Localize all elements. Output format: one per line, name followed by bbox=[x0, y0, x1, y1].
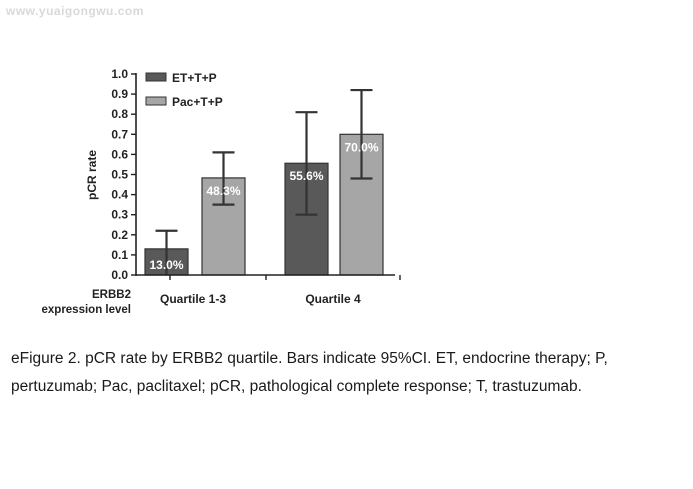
y-tick-label: 0.8 bbox=[111, 107, 128, 121]
y-tick-label: 0.4 bbox=[111, 188, 128, 202]
legend-label: Pac+T+P bbox=[172, 95, 223, 109]
x-category-label: Quartile 4 bbox=[305, 292, 361, 306]
y-tick-label: 0.9 bbox=[111, 87, 128, 101]
data-label: 13.0% bbox=[149, 258, 183, 272]
y-tick-label: 0.7 bbox=[111, 127, 128, 141]
legend-swatch bbox=[145, 96, 167, 106]
data-label: 48.3% bbox=[206, 184, 240, 198]
y-tick-label: 0.3 bbox=[111, 208, 128, 222]
y-tick-label: 0.1 bbox=[111, 248, 128, 262]
figure-caption: eFigure 2. pCR rate by ERBB2 quartile. B… bbox=[11, 350, 608, 395]
watermark-text: www.yuaigongwu.com bbox=[6, 4, 144, 18]
y-tick-label: 0.6 bbox=[111, 147, 128, 161]
x-category-label: Quartile 1-3 bbox=[160, 292, 226, 306]
data-label: 70.0% bbox=[344, 140, 378, 154]
legend-swatch bbox=[145, 72, 167, 82]
y-axis-label: pCR rate bbox=[85, 150, 99, 200]
bar-chart: 0.0 0.1 0.2 0.3 0.4 0.5 0.6 0.7 0.8 0.9 1.0 Quartil… bbox=[42, 67, 401, 316]
x-group-label-line2: expression level bbox=[42, 304, 132, 316]
y-tick-label: 0.5 bbox=[111, 168, 128, 182]
x-group-label-line1: ERBB2 bbox=[92, 289, 131, 301]
y-tick-label: 1.0 bbox=[111, 67, 128, 81]
legend-label: ET+T+P bbox=[172, 71, 217, 85]
data-label: 55.6% bbox=[289, 169, 323, 183]
y-tick-label: 0.0 bbox=[111, 268, 128, 282]
y-tick-label: 0.2 bbox=[111, 228, 128, 242]
